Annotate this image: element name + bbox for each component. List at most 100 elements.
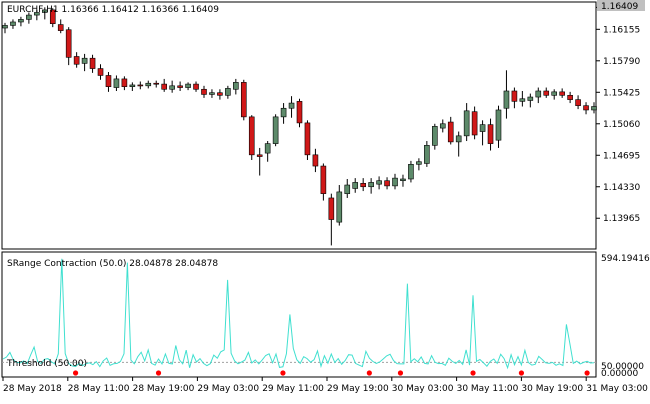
candle <box>519 90 526 107</box>
candle-body <box>256 154 263 157</box>
candle <box>567 91 573 104</box>
candle <box>145 80 152 89</box>
candle <box>447 116 454 145</box>
candle <box>479 120 486 146</box>
candle <box>511 87 518 109</box>
candlestick-series <box>2 7 597 246</box>
candle <box>26 12 32 24</box>
candle <box>312 148 319 173</box>
candle <box>503 70 510 119</box>
candle-body <box>225 88 231 96</box>
candle-body <box>57 24 64 31</box>
time-tick-label: 29 May 03:00 <box>197 384 259 394</box>
candle-body <box>49 9 56 25</box>
indicator-top-label: 594.19416 <box>601 254 650 264</box>
candle <box>424 141 430 167</box>
candle <box>137 81 144 90</box>
time-axis[interactable]: 28 May 2018 28 May 11:00 28 May 19:00 29 Ma… <box>2 377 648 394</box>
signal-dot <box>470 370 476 376</box>
candle <box>225 85 231 99</box>
candle-body <box>583 105 589 111</box>
candle-body <box>376 180 382 185</box>
candle-body <box>169 85 175 90</box>
candle-body <box>392 177 398 187</box>
candle-body <box>312 154 319 167</box>
signal-dot <box>155 370 162 376</box>
candle-body <box>535 90 542 98</box>
price-tick-label: 1.15060 <box>603 120 640 130</box>
candle <box>575 95 581 110</box>
indicator-panel[interactable]: SRange Contraction (50.0) 28.04878 28.04… <box>1 251 650 379</box>
candle-body <box>511 90 518 102</box>
candle-body <box>26 14 32 20</box>
candle <box>320 163 327 201</box>
candle <box>272 114 279 147</box>
symbol-header: EURCHF,H1 1.16366 1.16412 1.16366 1.1640… <box>7 5 219 15</box>
candle <box>161 78 167 92</box>
signal-dot <box>584 370 590 376</box>
candle <box>217 89 223 100</box>
candle <box>559 88 565 98</box>
indicator-header: SRange Contraction (50.0) 28.04878 28.04… <box>7 259 218 269</box>
indicator-panel-frame <box>1 251 597 378</box>
time-tick-label: 29 May 11:00 <box>262 384 324 394</box>
candle-body <box>447 121 454 143</box>
candle-body <box>121 78 128 87</box>
candle <box>73 52 80 68</box>
candle <box>527 93 534 108</box>
candle-body <box>368 182 374 188</box>
candle-body <box>527 96 534 101</box>
price-axis[interactable]: 1.16155 1.15790 1.15425 1.15060 1.14695 1.143… <box>596 0 645 224</box>
candle <box>535 87 542 104</box>
time-tick-label: 28 May 19:00 <box>133 384 195 394</box>
candle-body <box>543 90 550 96</box>
candle <box>169 80 175 93</box>
signal-dot <box>366 370 372 376</box>
candle <box>233 78 239 95</box>
candle <box>121 76 128 91</box>
candle-body <box>352 182 359 189</box>
candle-body <box>559 91 565 96</box>
price-panel[interactable]: EURCHF,H1 1.16366 1.16412 1.16366 1.1640… <box>1 1 597 250</box>
price-tick-label: 1.13965 <box>603 214 640 224</box>
candle-body <box>264 143 271 154</box>
candle-body <box>439 123 446 129</box>
candle <box>471 106 478 140</box>
candle <box>463 103 470 142</box>
candle <box>543 87 550 98</box>
candle-body <box>18 19 24 23</box>
time-tick-label: 30 May 11:00 <box>457 384 519 394</box>
candle-body <box>304 122 311 156</box>
candle <box>360 178 366 192</box>
time-tick-label: 28 May 2018 <box>3 384 62 394</box>
candle-body <box>575 99 581 106</box>
candle-body <box>567 95 573 100</box>
candle-body <box>344 184 351 194</box>
candle <box>97 64 104 80</box>
candle <box>18 16 24 27</box>
srange-contraction-line <box>2 258 595 370</box>
candle-body <box>81 57 88 64</box>
candle <box>113 75 120 91</box>
candle-body <box>209 92 215 95</box>
candle-body <box>34 12 40 16</box>
candle-body <box>193 83 199 90</box>
candle-body <box>2 25 8 29</box>
candle <box>10 19 16 29</box>
candle-body <box>185 83 191 88</box>
candle-body <box>217 92 223 96</box>
candle <box>105 72 112 92</box>
candle <box>487 118 494 151</box>
candle-body <box>360 182 366 188</box>
candle <box>185 82 191 91</box>
candle <box>177 81 183 91</box>
candle <box>57 19 64 34</box>
candle <box>89 54 96 73</box>
time-tick-label: 28 May 11:00 <box>68 384 130 394</box>
candle-body <box>328 197 335 220</box>
candle <box>376 176 382 190</box>
current-price-label: 1.16409 <box>601 2 638 12</box>
candle-body <box>129 84 136 87</box>
candle-body <box>240 82 247 118</box>
